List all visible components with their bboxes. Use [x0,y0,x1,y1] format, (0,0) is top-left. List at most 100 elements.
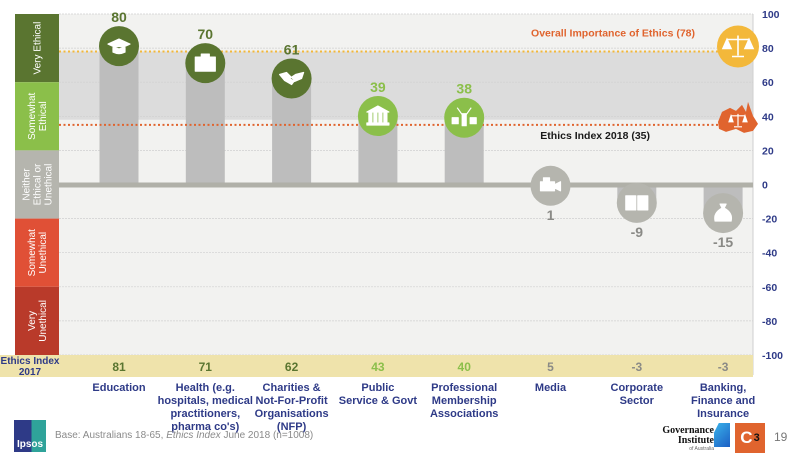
government-building-icon [357,96,398,137]
y-axis: 100 80 60 40 20 0 -20 -40 -60 -80 -100 [762,9,783,362]
category-label-line: Associations [430,408,498,420]
category-label-line: Education [92,382,145,394]
governance-institute-logo: Governance Institute of Australia [650,423,730,455]
category-label-line: pharma co's) [171,421,239,433]
footnote-suffix: June 2018 (n=1008) [220,430,314,441]
bar [99,48,139,185]
index-2017-value: 62 [285,360,299,374]
band-3 [15,218,59,287]
category-label: Health (e.g. hospitals, medical practition… [158,382,253,433]
gov-line3: of Australia [689,446,714,452]
y-tick-label: -60 [762,282,777,294]
y-tick-label: 60 [762,77,774,89]
y-tick-label: 0 [762,180,768,192]
band-label-line: Unethical [38,300,49,342]
band-label-line: Ethical or [33,163,44,205]
index-2017-value: 40 [458,360,472,374]
handshake-icon [271,58,312,99]
category-label-line: practitioners, [170,408,240,420]
handshake-glyph [279,71,305,86]
band-label: Very Ethical [33,22,44,75]
rating-band-labels: Very EthicalSomewhatEthicalNeitherEthica… [15,14,59,355]
medical-kit-glyph [194,53,216,72]
category-label-line: Professional [431,382,497,394]
y-tick-label: -40 [762,248,777,260]
category-label: Media [535,382,567,394]
category-label-line: Sector [620,395,655,407]
y-tick-label: -100 [762,350,783,362]
footnote-prefix: Base: Australians 18-65, [55,430,167,441]
value-label: 61 [284,41,300,57]
category-label-line: hospitals, medical [158,395,253,407]
band-4 [15,286,59,355]
category-label-line: Charities & [263,382,321,394]
category-label-line: Membership [432,395,497,407]
value-label: 38 [456,81,472,97]
category-label-line: Service & Govt [339,395,418,407]
band-1 [15,82,59,151]
band-label: NeitherEthical orUnethical [22,163,55,205]
gov-line1: Governance [662,425,714,436]
category-label: Charities & Not-For-Profit Organisations (N… [255,382,329,433]
y-tick-label: 100 [762,9,780,21]
reference-label-index-2018: Ethics Index 2018 (35) [540,130,650,142]
ipsos-logo-text: Ipsos [16,439,44,450]
category-label: Corporate Sector [611,382,664,407]
c3-letter: C [740,428,753,447]
value-label: 1 [547,207,555,223]
band-label-line: Somewhat [27,92,38,139]
index-row-label-line2: 2017 [19,367,42,378]
value-label: -15 [713,234,733,250]
band-label-line: Unethical [44,164,55,206]
band-label-line: Very [27,311,38,331]
band-label: VeryUnethical [27,300,49,342]
category-label-line: Finance and [691,395,755,407]
value-label: -9 [631,224,644,240]
value-label: 39 [370,79,386,95]
office-buildings-icon [616,182,657,223]
government-building-glyph [366,105,390,126]
band-label-line: Somewhat [27,229,38,276]
c3-number: 3 [753,432,760,444]
index-2017-value: 43 [371,360,385,374]
zero-line [59,182,753,188]
index-row-label-line1: Ethics Index [1,356,60,367]
people-celebrating-glyph [451,107,477,127]
video-camera-glyph [539,177,562,192]
index-row-background [0,355,753,377]
category-label-line: Public [361,382,394,394]
gov-line2: Institute [677,435,714,446]
governance-institute-mark-icon [714,423,730,447]
graduation-cap-glyph [107,38,131,55]
category-label: Public Service & Govt [339,382,418,407]
category-label-line: Organisations [255,408,329,420]
category-label: Banking, Finance and Insurance [691,382,755,420]
office-buildings-glyph [625,195,649,211]
base-footnote: Base: Australians 18-65, Ethics Index Ju… [55,430,313,441]
page-number: 19 [774,430,788,444]
band-2 [15,150,59,219]
data-points: 80 70 61 39 38 1 -9 -15 [99,9,744,250]
band-label-line: Very Ethical [33,22,44,75]
reference-label-importance: Overall Importance of Ethics (78) [531,28,695,40]
governance-institute-text: Governance Institute of Australia [662,426,714,453]
band-label-line: Unethical [38,232,49,274]
category-label-line: Insurance [697,408,749,420]
y-tick-label: 40 [762,111,774,123]
australia-scales-glyph [728,113,748,128]
shaded-range [59,51,753,120]
index-2017-value: -3 [718,360,729,374]
band-label-line: Neither [22,168,33,201]
category-label-line: (NFP) [277,421,307,433]
band-label-line: Ethical [38,101,49,131]
index-2017-value: -3 [631,360,642,374]
category-label-line: Corporate [611,382,664,394]
money-bag-glyph [714,203,733,222]
y-tick-label: -20 [762,214,777,226]
band-0 [15,14,59,83]
y-tick-label: 80 [762,43,774,55]
reference-lines: Overall Importance of Ethics (78) Ethics … [59,25,759,142]
